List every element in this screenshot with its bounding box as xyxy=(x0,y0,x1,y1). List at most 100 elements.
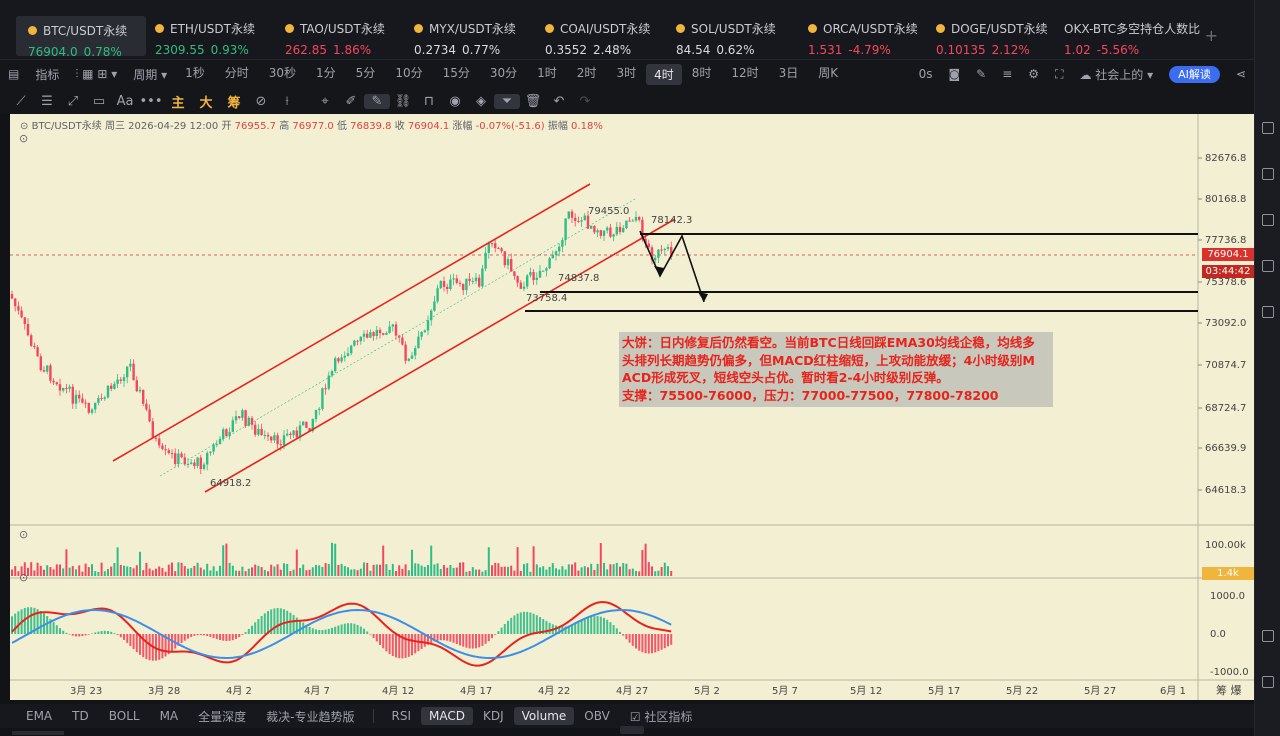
candle-body xyxy=(129,363,132,367)
coin-icon xyxy=(545,24,554,33)
lock-icon[interactable]: ⊓ xyxy=(423,93,435,109)
macd-bar xyxy=(116,634,119,635)
camera-icon[interactable]: ◙ xyxy=(948,67,961,81)
text-icon[interactable]: Aa xyxy=(116,93,134,109)
zero-seconds-button[interactable]: 0s xyxy=(918,67,933,81)
indicator-tab[interactable]: Volume xyxy=(513,707,575,725)
trendline-icon[interactable]: ⟋ xyxy=(16,93,26,109)
magnet-icon[interactable]: ⌖ xyxy=(321,93,329,109)
chart-area[interactable]: 82676.8 80168.8 77736.8 75378.6 73092.0 70874… xyxy=(10,114,1254,700)
interval-button[interactable]: 分时 xyxy=(224,65,249,80)
interval-button[interactable]: 3时 xyxy=(616,65,637,80)
main-chart-button[interactable]: 主 xyxy=(171,95,185,111)
side-tool-icon[interactable] xyxy=(1262,214,1274,226)
ticker-item[interactable]: ORCA/USDT永续 1.531 -4.79% xyxy=(796,14,928,57)
macd-bar xyxy=(638,634,641,651)
indicator-tab[interactable]: KDJ xyxy=(482,709,504,723)
volume-bar xyxy=(523,564,525,576)
share-icon[interactable]: ⋖ xyxy=(1235,67,1246,81)
rectangle-icon[interactable]: ▭ xyxy=(92,93,106,109)
interval-button[interactable]: 1秒 xyxy=(185,65,205,80)
indicator-tab[interactable]: TD xyxy=(72,709,89,723)
brush-icon[interactable]: ✎ xyxy=(364,93,390,109)
ticker-item[interactable]: DOGE/USDT永续 0.10135 2.12% xyxy=(924,14,1058,57)
horizontal-scrollbar[interactable] xyxy=(12,731,64,735)
interval-button[interactable]: 30分 xyxy=(489,65,518,80)
side-tool-icon[interactable] xyxy=(1262,306,1274,318)
pencil-icon[interactable]: ✎ xyxy=(976,67,987,81)
candle-body xyxy=(33,345,36,348)
settings-icon[interactable]: ⚙ xyxy=(1028,67,1040,81)
redo-icon[interactable]: ↷ xyxy=(579,93,591,109)
ticker-item[interactable]: OKX-BTC多空持仓人数比 1.02 -5.56% xyxy=(1052,14,1210,57)
interval-button[interactable]: 12时 xyxy=(731,65,759,80)
interval-button[interactable]: 8时 xyxy=(691,65,712,80)
side-tool-icon[interactable] xyxy=(1262,630,1274,642)
eye-icon[interactable]: ◉ xyxy=(449,93,461,109)
interval-button[interactable]: 2时 xyxy=(576,65,597,80)
side-tool-icon[interactable] xyxy=(1262,168,1274,180)
drag-handle[interactable] xyxy=(620,726,644,734)
community-dropdown[interactable]: ☁ 社会上的 ▾ xyxy=(1079,67,1154,82)
side-tool-icon[interactable] xyxy=(1262,260,1274,272)
indicator-tab[interactable]: MACD xyxy=(421,707,473,725)
candle-body xyxy=(151,421,154,438)
indicators-button[interactable]: 指标 xyxy=(35,67,60,82)
ai-read-button[interactable]: AI解读 xyxy=(1169,66,1220,83)
indicator-tab[interactable]: MA xyxy=(159,709,179,723)
side-tool-icon[interactable] xyxy=(1262,122,1274,134)
interval-button[interactable]: 1分 xyxy=(316,65,336,80)
link-icon[interactable]: ⛓ xyxy=(394,93,412,109)
ticker-item[interactable]: MYX/USDT永续 0.2734 0.77% xyxy=(402,14,526,57)
dots-icon[interactable]: ••• xyxy=(139,93,163,109)
macd-bar xyxy=(331,627,333,634)
ray-icon[interactable]: ⤢ xyxy=(67,93,79,109)
interval-button[interactable]: 3日 xyxy=(778,65,799,80)
measure-icon[interactable]: ⟊ xyxy=(285,93,289,109)
ticker-item[interactable]: SOL/USDT永续 84.54 0.62% xyxy=(664,14,786,57)
collapse-icon[interactable]: ⊙ xyxy=(20,121,29,132)
interval-button[interactable]: 30秒 xyxy=(268,65,297,80)
large-order-button[interactable]: 大 xyxy=(199,95,213,111)
volume-toggle-icon[interactable]: ⊙ xyxy=(19,528,29,541)
horizontal-line-icon[interactable]: ☰ xyxy=(41,93,53,109)
indicator-tab[interactable]: 裁决-专业趋势版 xyxy=(266,709,355,724)
candle-body xyxy=(65,387,68,389)
ruler-icon[interactable]: ✐ xyxy=(345,93,357,109)
fullscreen-icon[interactable]: ⛶ xyxy=(1055,66,1064,81)
layout-icon[interactable]: ⫶ ▦ ⊞ ▾ xyxy=(75,66,118,81)
period-dropdown[interactable]: 周期 ▾ xyxy=(133,67,168,82)
ticker-item[interactable]: ETH/USDT永续 2309.55 0.93% xyxy=(143,14,265,57)
interval-button[interactable]: 5分 xyxy=(355,65,376,80)
side-tool-icon[interactable] xyxy=(1262,676,1274,688)
undo-icon[interactable]: ↶ xyxy=(553,93,565,109)
eye-toggle-icon[interactable]: ⊙ xyxy=(19,132,29,145)
ticker-item[interactable]: COAI/USDT永续 0.3552 2.48% xyxy=(533,14,660,57)
macd-bar xyxy=(462,634,465,647)
macd-toggle-icon[interactable]: ⊙ xyxy=(19,571,29,584)
macd-bar xyxy=(305,624,308,634)
add-ticker-icon[interactable]: + xyxy=(1204,26,1218,45)
align-icon[interactable]: ≡ xyxy=(1002,67,1013,81)
interval-button[interactable]: 10分 xyxy=(395,65,423,80)
hide-icon[interactable]: ◈ xyxy=(476,93,486,109)
community-indicators-button[interactable]: ☑ 社区指标 xyxy=(620,708,703,725)
filter-icon[interactable]: ⏷ xyxy=(494,93,520,109)
chart-canvas[interactable]: 82676.8 80168.8 77736.8 75378.6 73092.0 70874… xyxy=(10,114,1254,700)
chips-button[interactable]: 筹 xyxy=(227,95,241,111)
ticker-item[interactable]: TAO/USDT永续 262.85 1.86% xyxy=(273,14,395,57)
indicator-tab[interactable]: RSI xyxy=(391,709,412,723)
candle-body xyxy=(180,453,183,458)
interval-button[interactable]: 1时 xyxy=(537,65,557,80)
interval-button[interactable]: 周K xyxy=(818,65,839,80)
ticker-item[interactable]: BTC/USDT永续 76904.0 0.78% xyxy=(16,16,146,59)
interval-button[interactable]: 15分 xyxy=(442,65,470,80)
trash-icon[interactable]: 🗑 xyxy=(524,93,542,109)
indicator-icon[interactable]: ▤ xyxy=(8,67,20,81)
pattern-icon[interactable]: ⊘ xyxy=(255,93,267,109)
indicator-tab[interactable]: BOLL xyxy=(108,709,140,723)
indicator-tab[interactable]: EMA xyxy=(26,709,53,723)
indicator-tab[interactable]: OBV xyxy=(584,709,610,723)
indicator-tab[interactable]: 全量深度 xyxy=(198,709,247,724)
interval-button[interactable]: 4时 xyxy=(646,63,682,85)
